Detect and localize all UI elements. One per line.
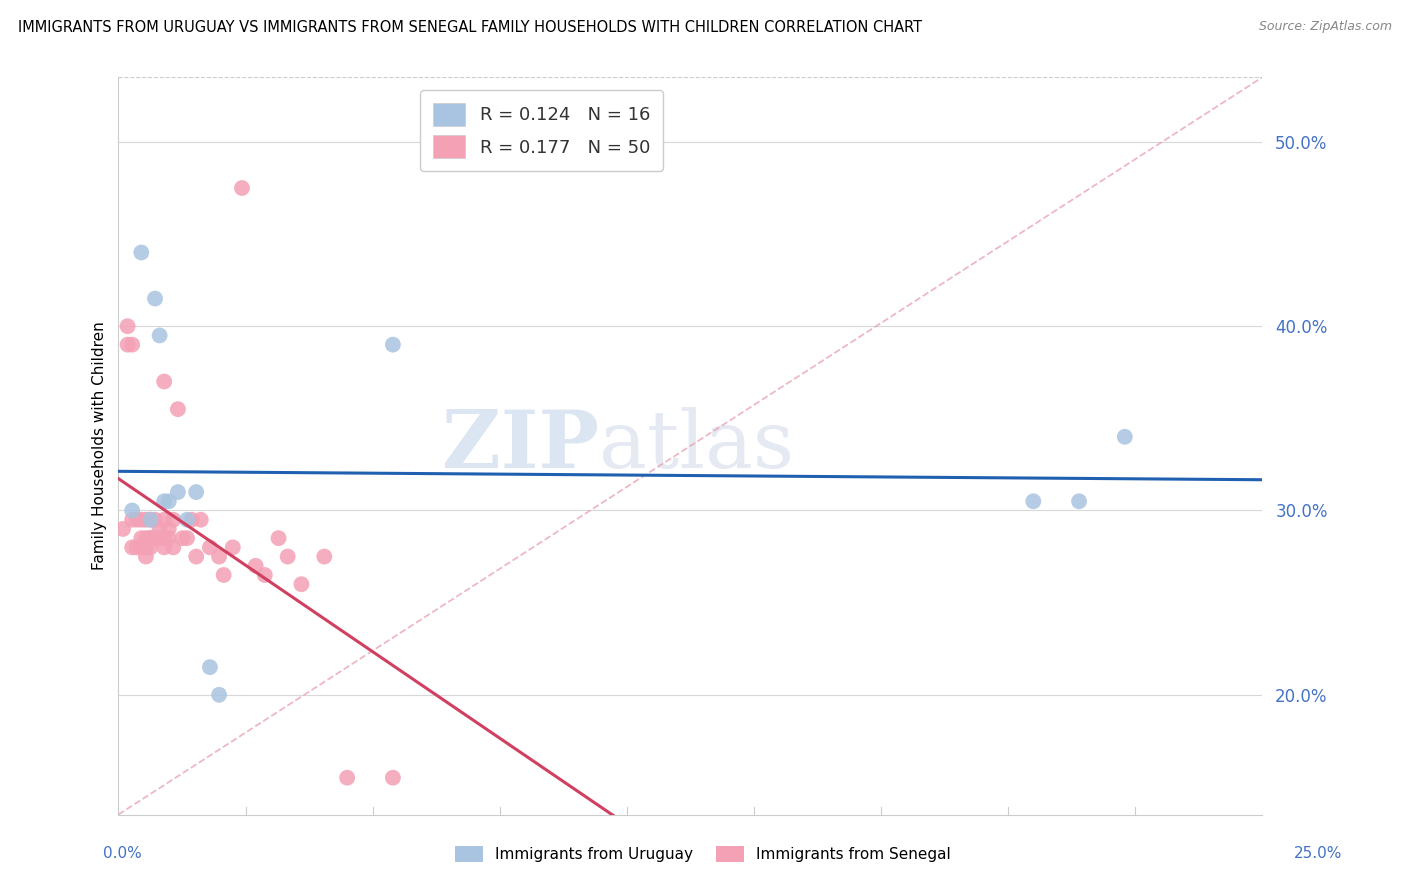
Point bbox=[139, 513, 162, 527]
Point bbox=[139, 531, 162, 545]
Point bbox=[1114, 430, 1136, 444]
Point bbox=[143, 513, 166, 527]
Point bbox=[162, 541, 184, 555]
Point bbox=[186, 485, 208, 500]
Y-axis label: Family Households with Children: Family Households with Children bbox=[93, 322, 107, 570]
Point bbox=[117, 337, 139, 351]
Text: IMMIGRANTS FROM URUGUAY VS IMMIGRANTS FROM SENEGAL FAMILY HOUSEHOLDS WITH CHILDR: IMMIGRANTS FROM URUGUAY VS IMMIGRANTS FR… bbox=[18, 20, 922, 35]
Legend: R = 0.124   N = 16, R = 0.177   N = 50: R = 0.124 N = 16, R = 0.177 N = 50 bbox=[420, 90, 662, 171]
Point bbox=[111, 522, 134, 536]
Point bbox=[290, 577, 312, 591]
Point bbox=[198, 660, 221, 674]
Point bbox=[208, 549, 231, 564]
Point bbox=[157, 531, 180, 545]
Text: atlas: atlas bbox=[599, 407, 794, 485]
Point bbox=[208, 688, 231, 702]
Point bbox=[157, 494, 180, 508]
Point bbox=[135, 513, 157, 527]
Point bbox=[135, 531, 157, 545]
Point bbox=[125, 541, 148, 555]
Text: ZIP: ZIP bbox=[441, 407, 599, 485]
Point bbox=[180, 513, 202, 527]
Point bbox=[277, 549, 299, 564]
Point bbox=[176, 513, 198, 527]
Point bbox=[1022, 494, 1045, 508]
Point bbox=[153, 531, 176, 545]
Point bbox=[245, 558, 267, 573]
Point bbox=[186, 549, 208, 564]
Point bbox=[117, 319, 139, 334]
Point bbox=[131, 541, 153, 555]
Point bbox=[157, 522, 180, 536]
Point bbox=[381, 771, 404, 785]
Point bbox=[253, 568, 276, 582]
Point bbox=[131, 245, 153, 260]
Legend: Immigrants from Uruguay, Immigrants from Senegal: Immigrants from Uruguay, Immigrants from… bbox=[450, 839, 956, 868]
Point bbox=[153, 494, 176, 508]
Point bbox=[135, 549, 157, 564]
Point bbox=[153, 375, 176, 389]
Point bbox=[121, 541, 143, 555]
Point bbox=[222, 541, 245, 555]
Point bbox=[143, 531, 166, 545]
Point bbox=[139, 513, 162, 527]
Point bbox=[381, 337, 404, 351]
Point bbox=[121, 503, 143, 517]
Point bbox=[139, 531, 162, 545]
Text: 25.0%: 25.0% bbox=[1295, 846, 1343, 861]
Point bbox=[267, 531, 290, 545]
Point bbox=[125, 513, 148, 527]
Point bbox=[149, 522, 172, 536]
Point bbox=[172, 531, 194, 545]
Point bbox=[190, 513, 212, 527]
Point bbox=[167, 402, 190, 417]
Point bbox=[231, 181, 253, 195]
Point bbox=[143, 292, 166, 306]
Point bbox=[135, 541, 157, 555]
Point bbox=[121, 513, 143, 527]
Point bbox=[314, 549, 336, 564]
Point bbox=[153, 513, 176, 527]
Point bbox=[198, 541, 221, 555]
Text: Source: ZipAtlas.com: Source: ZipAtlas.com bbox=[1258, 20, 1392, 33]
Point bbox=[131, 531, 153, 545]
Point bbox=[162, 513, 184, 527]
Point bbox=[212, 568, 235, 582]
Point bbox=[176, 531, 198, 545]
Point bbox=[336, 771, 359, 785]
Point bbox=[121, 337, 143, 351]
Point bbox=[139, 541, 162, 555]
Point bbox=[153, 541, 176, 555]
Point bbox=[131, 513, 153, 527]
Point bbox=[149, 531, 172, 545]
Point bbox=[149, 328, 172, 343]
Point bbox=[167, 485, 190, 500]
Text: 0.0%: 0.0% bbox=[103, 846, 142, 861]
Point bbox=[1067, 494, 1090, 508]
